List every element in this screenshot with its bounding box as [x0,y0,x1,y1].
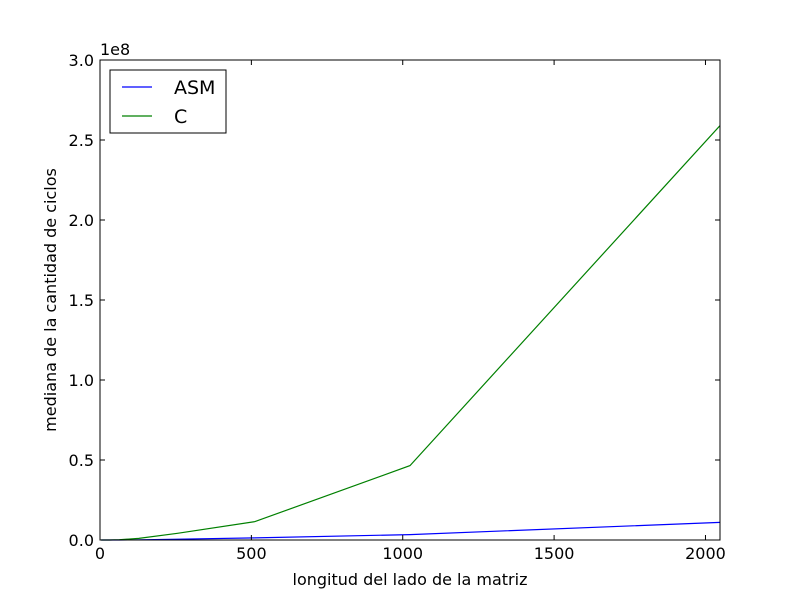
y-offset-label: 1e8 [100,40,130,59]
x-tick-label: 1000 [382,544,423,563]
x-tick-label: 2000 [685,544,726,563]
y-tick-label: 0.0 [69,531,94,550]
legend-frame [109,69,227,134]
y-tick-label: 1.5 [69,291,94,310]
y-tick-label: 2.5 [69,131,94,150]
plot-lines [101,125,721,541]
x-axis: 0 500 1000 1500 2000 [95,60,726,563]
y-axis: 0.0 0.5 1.0 1.5 2.0 2.5 3.0 [69,51,720,550]
y-tick-label: 2.0 [69,211,94,230]
y-axis-label: mediana de la cantidad de ciclos [41,168,60,432]
x-tick-label: 1500 [534,544,575,563]
x-tick-label: 500 [236,544,267,563]
x-axis-label: longitud del lado de la matriz [293,570,528,589]
y-tick-label: 3.0 [69,51,94,70]
legend-label-asm: ASM [174,77,215,99]
legend-label-c: C [174,106,187,128]
legend: ASM C [109,69,227,134]
y-tick-label: 0.5 [69,451,94,470]
series-line-c [101,125,721,541]
x-tick-label: 0 [95,544,105,563]
y-tick-label: 1.0 [69,371,94,390]
